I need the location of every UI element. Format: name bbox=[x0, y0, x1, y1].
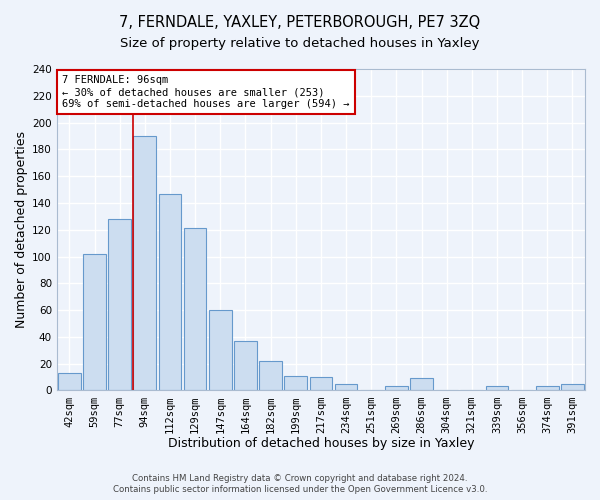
X-axis label: Distribution of detached houses by size in Yaxley: Distribution of detached houses by size … bbox=[167, 437, 474, 450]
Bar bbox=[58, 373, 80, 390]
Bar bbox=[335, 384, 358, 390]
Text: Size of property relative to detached houses in Yaxley: Size of property relative to detached ho… bbox=[120, 38, 480, 51]
Bar bbox=[109, 219, 131, 390]
Bar bbox=[83, 254, 106, 390]
Bar bbox=[158, 194, 181, 390]
Bar bbox=[133, 136, 156, 390]
Bar bbox=[485, 386, 508, 390]
Bar bbox=[234, 341, 257, 390]
Text: 7 FERNDALE: 96sqm
← 30% of detached houses are smaller (253)
69% of semi-detache: 7 FERNDALE: 96sqm ← 30% of detached hous… bbox=[62, 76, 350, 108]
Y-axis label: Number of detached properties: Number of detached properties bbox=[15, 131, 28, 328]
Bar bbox=[561, 384, 584, 390]
Bar bbox=[310, 377, 332, 390]
Bar bbox=[209, 310, 232, 390]
Text: 7, FERNDALE, YAXLEY, PETERBOROUGH, PE7 3ZQ: 7, FERNDALE, YAXLEY, PETERBOROUGH, PE7 3… bbox=[119, 15, 481, 30]
Bar bbox=[284, 376, 307, 390]
Bar bbox=[410, 378, 433, 390]
Text: Contains HM Land Registry data © Crown copyright and database right 2024.
Contai: Contains HM Land Registry data © Crown c… bbox=[113, 474, 487, 494]
Bar bbox=[259, 361, 282, 390]
Bar bbox=[184, 228, 206, 390]
Bar bbox=[536, 386, 559, 390]
Bar bbox=[385, 386, 407, 390]
